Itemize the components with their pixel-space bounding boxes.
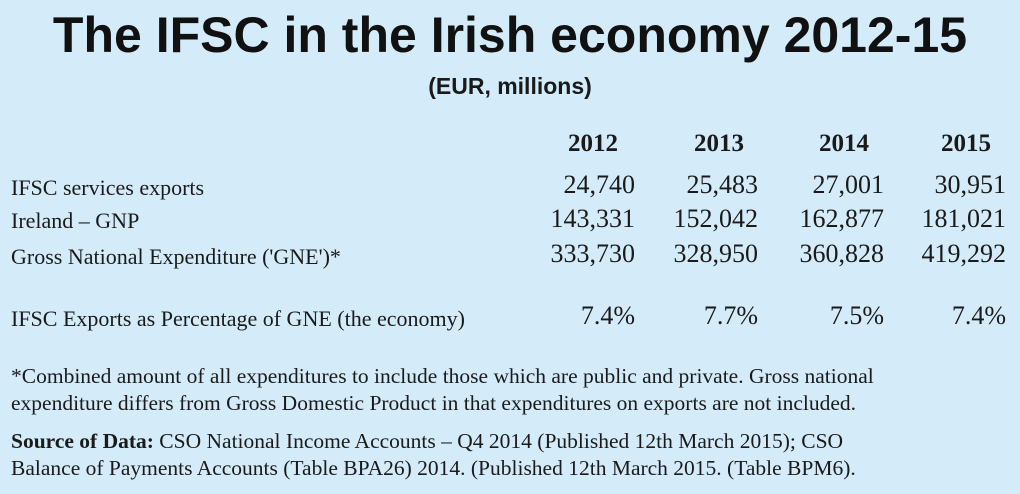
table-cell: 181,021: [921, 204, 1007, 233]
footnote-line-1: *Combined amount of all expenditures to …: [11, 364, 874, 388]
table-cell: 143,331: [550, 204, 636, 233]
row-label-exports-pct: IFSC Exports as Percentage of GNE (the e…: [11, 306, 465, 331]
page-title: The IFSC in the Irish economy 2012-15: [52, 7, 968, 63]
table-cell: 7.4%: [580, 301, 635, 330]
year-header-2014: 2014: [819, 130, 869, 157]
table-cell: 7.5%: [829, 301, 884, 330]
table-cell: 333,730: [550, 239, 636, 268]
row-label-ifsc-exports: IFSC services exports: [11, 175, 205, 200]
table-cell: 27,001: [812, 170, 885, 199]
row-label-gne: Gross National Expenditure ('GNE')*: [11, 244, 341, 269]
source-line-2: Balance of Payments Accounts (Table BPA2…: [11, 456, 856, 480]
year-header-2015: 2015: [941, 130, 991, 157]
source-text: CSO National Income Accounts – Q4 2014 (…: [153, 429, 844, 453]
table-cell: 24,740: [563, 170, 636, 199]
table-cell: 7.7%: [703, 301, 758, 330]
table-cell: 419,292: [921, 239, 1007, 268]
year-header-2012: 2012: [568, 130, 618, 157]
table-cell: 152,042: [673, 204, 759, 233]
table-cell: 162,877: [799, 204, 885, 233]
table-cell: 360,828: [799, 239, 885, 268]
page-subtitle: (EUR, millions): [428, 73, 592, 99]
row-label-gnp: Ireland – GNP: [11, 208, 140, 233]
table-cell: 25,483: [686, 170, 759, 199]
source-label: Source of Data:: [11, 429, 154, 453]
year-header-2013: 2013: [694, 130, 744, 157]
table-cell: 328,950: [673, 239, 759, 268]
table-cell: 30,951: [934, 170, 1007, 199]
table-cell: 7.4%: [951, 301, 1006, 330]
source-line-1: Source of Data: CSO National Income Acco…: [11, 428, 1011, 455]
footnote-line-2: expenditure differs from Gross Domestic …: [11, 391, 857, 415]
